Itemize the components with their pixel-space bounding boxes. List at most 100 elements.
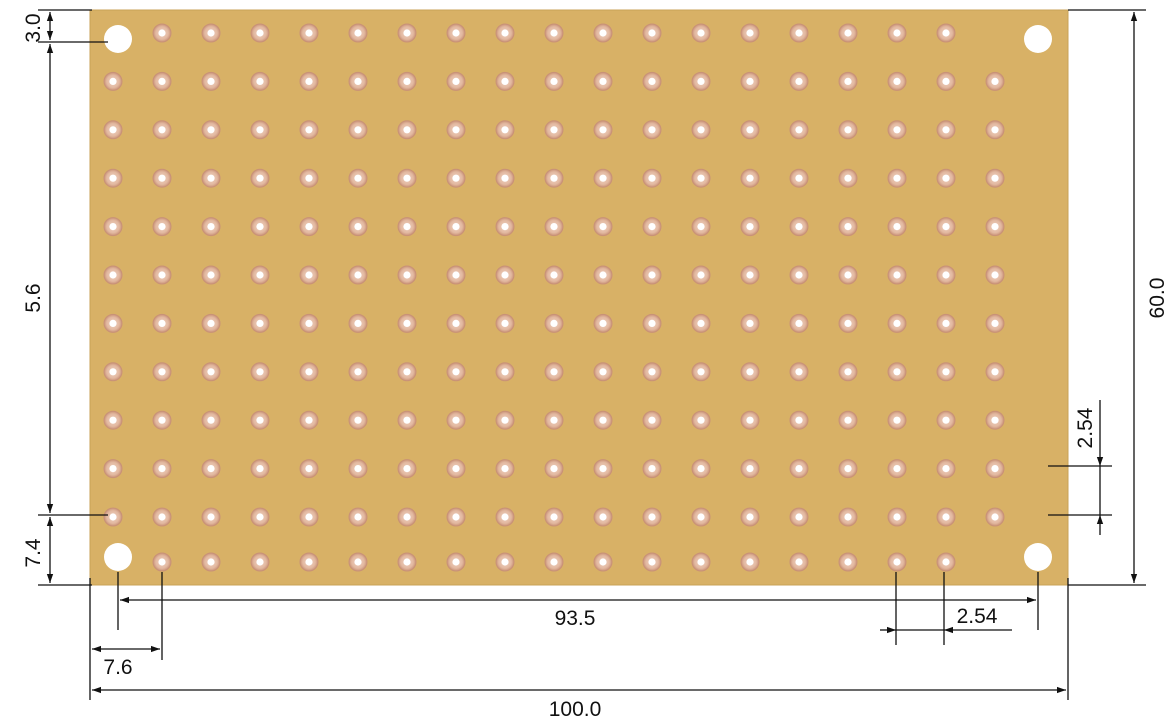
pad-hole — [746, 223, 754, 231]
pad-hole — [844, 223, 852, 231]
pad-hole — [452, 465, 460, 473]
pad-hole — [403, 513, 411, 521]
pad-hole — [893, 416, 901, 424]
pad-hole — [648, 513, 656, 521]
pad-hole — [599, 368, 607, 376]
pad-hole — [991, 223, 999, 231]
pad-hole — [550, 416, 558, 424]
pad-hole — [697, 174, 705, 182]
pad-hole — [599, 77, 607, 85]
mounting-hole-top-left — [104, 25, 132, 53]
pad-hole — [501, 416, 509, 424]
pad-hole — [158, 77, 166, 85]
mounting-holes — [104, 25, 1052, 571]
pad-hole — [354, 465, 362, 473]
pad-hole — [354, 368, 362, 376]
pad-hole — [844, 174, 852, 182]
pad-hole — [599, 558, 607, 566]
pad-hole — [893, 29, 901, 37]
pad-hole — [746, 77, 754, 85]
pad-hole — [256, 513, 264, 521]
pad-hole — [991, 126, 999, 134]
mounting-hole-bottom-left — [104, 543, 132, 571]
pad-hole — [109, 223, 117, 231]
pad-hole — [893, 465, 901, 473]
pad-hole — [844, 77, 852, 85]
pad-hole — [452, 513, 460, 521]
pad-hole — [305, 558, 313, 566]
pad-hole — [403, 368, 411, 376]
pad-hole — [158, 319, 166, 327]
pad-hole — [795, 77, 803, 85]
pad-hole — [354, 126, 362, 134]
pad-hole — [991, 271, 999, 279]
pad-hole — [403, 223, 411, 231]
pad-hole — [256, 558, 264, 566]
pad-hole — [207, 223, 215, 231]
pad-hole — [354, 319, 362, 327]
pad-hole — [354, 513, 362, 521]
pad-hole — [452, 174, 460, 182]
pad-hole — [550, 174, 558, 182]
pad-hole — [550, 513, 558, 521]
pad-hole — [942, 174, 950, 182]
pad-hole — [256, 465, 264, 473]
right-height-dimension: 60.0 — [1068, 9, 1169, 586]
pad-hole — [991, 174, 999, 182]
pad-hole — [403, 77, 411, 85]
pad-hole — [991, 77, 999, 85]
pad-hole — [256, 126, 264, 134]
pad-hole — [109, 465, 117, 473]
dim-bottom-margin: 7.4 — [22, 538, 45, 568]
pad-hole — [256, 319, 264, 327]
pad-hole — [256, 223, 264, 231]
pad-hole — [697, 465, 705, 473]
pad-hole — [697, 126, 705, 134]
pad-hole — [942, 77, 950, 85]
pad-hole — [256, 77, 264, 85]
pad-hole — [648, 126, 656, 134]
pad-hole — [550, 368, 558, 376]
dim-total-height: 60.0 — [1146, 278, 1169, 319]
pad-hole — [256, 174, 264, 182]
pad-hole — [403, 416, 411, 424]
pad-hole — [599, 465, 607, 473]
pad-hole — [550, 29, 558, 37]
pad-hole — [746, 271, 754, 279]
pad-hole — [746, 174, 754, 182]
pad-hole — [501, 77, 509, 85]
pad-hole — [991, 513, 999, 521]
pad-hole — [158, 558, 166, 566]
pad-hole — [893, 126, 901, 134]
pad-hole — [305, 513, 313, 521]
pad-hole — [452, 77, 460, 85]
pad-hole — [893, 319, 901, 327]
pad-hole — [109, 416, 117, 424]
pad-hole — [648, 465, 656, 473]
pad-hole — [746, 29, 754, 37]
pad-hole — [403, 29, 411, 37]
pad-hole — [305, 29, 313, 37]
pad-hole — [452, 416, 460, 424]
pad-hole — [991, 368, 999, 376]
pad-hole — [452, 223, 460, 231]
pad-hole — [354, 77, 362, 85]
pad-hole — [109, 126, 117, 134]
pad-hole — [354, 271, 362, 279]
pad-hole — [991, 319, 999, 327]
pad-hole — [795, 368, 803, 376]
pad-hole — [207, 368, 215, 376]
pad-hole — [795, 513, 803, 521]
pad-hole — [109, 271, 117, 279]
pad-hole — [109, 319, 117, 327]
pad-hole — [942, 319, 950, 327]
dim-horizontal-pitch: 2.54 — [957, 605, 998, 628]
pad-hole — [354, 558, 362, 566]
pad-hole — [795, 29, 803, 37]
bottom-dimension-chain: 93.5 2.54 7.6 100.0 — [89, 572, 1069, 721]
pad-hole — [305, 465, 313, 473]
pad-hole — [501, 126, 509, 134]
pad-hole — [501, 558, 509, 566]
pad-hole — [501, 319, 509, 327]
pad-hole — [697, 513, 705, 521]
